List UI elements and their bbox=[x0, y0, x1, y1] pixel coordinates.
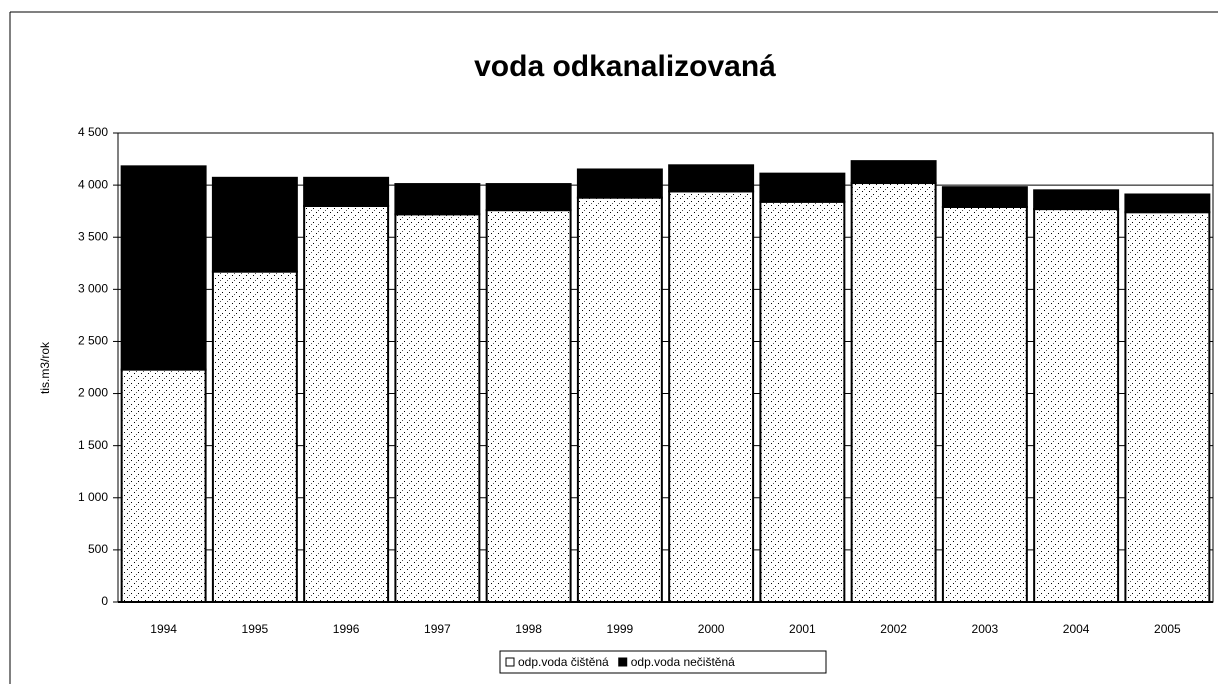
x-tick-label: 2005 bbox=[1154, 622, 1181, 636]
bar-segment bbox=[303, 176, 390, 207]
y-tick-label: 4 500 bbox=[78, 125, 108, 139]
y-axis-label: tis.m3/rok bbox=[38, 341, 52, 394]
x-tick-label: 1998 bbox=[515, 622, 542, 636]
bar-texture bbox=[1126, 213, 1209, 601]
bar-segment bbox=[576, 168, 663, 199]
bar-texture bbox=[305, 206, 388, 601]
y-tick-label: 1 000 bbox=[78, 490, 108, 504]
bar-segment bbox=[1124, 193, 1211, 214]
bar-texture bbox=[396, 215, 479, 601]
bar-texture bbox=[578, 198, 661, 601]
x-tick-label: 2004 bbox=[1063, 622, 1090, 636]
bar-segment bbox=[850, 160, 937, 185]
y-tick-label: 1 500 bbox=[78, 438, 108, 452]
legend-box bbox=[499, 650, 827, 674]
bar-texture bbox=[852, 184, 935, 601]
legend-label: odp.voda čištěná bbox=[518, 655, 609, 669]
legend-swatch bbox=[505, 657, 515, 667]
plot-area bbox=[117, 132, 1214, 603]
y-tick-label: 0 bbox=[101, 594, 108, 608]
bar-segment bbox=[394, 183, 481, 216]
bar-segment bbox=[485, 183, 572, 212]
bar-texture bbox=[943, 207, 1026, 601]
y-tick-label: 2 500 bbox=[78, 334, 108, 348]
x-tick-label: 1997 bbox=[424, 622, 451, 636]
bar-segment bbox=[211, 176, 298, 273]
bar-segment bbox=[668, 164, 755, 193]
bar-texture bbox=[1035, 210, 1118, 602]
bar-segment bbox=[759, 172, 846, 203]
bar-segment bbox=[120, 165, 207, 371]
legend-label: odp.voda nečištěná bbox=[631, 655, 735, 669]
y-tick-label: 3 000 bbox=[78, 282, 108, 296]
x-tick-label: 2001 bbox=[789, 622, 816, 636]
bar-texture bbox=[487, 211, 570, 601]
y-tick-label: 3 500 bbox=[78, 229, 108, 243]
x-tick-label: 2003 bbox=[972, 622, 999, 636]
bar-texture bbox=[670, 192, 753, 601]
x-tick-label: 1995 bbox=[242, 622, 269, 636]
y-tick-label: 4 000 bbox=[78, 177, 108, 191]
x-tick-label: 1999 bbox=[607, 622, 634, 636]
bar-segment bbox=[1033, 189, 1120, 211]
y-tick-label: 2 000 bbox=[78, 386, 108, 400]
legend-swatch bbox=[618, 657, 628, 667]
x-tick-label: 1994 bbox=[150, 622, 177, 636]
x-tick-label: 2002 bbox=[880, 622, 907, 636]
bar-texture bbox=[761, 202, 844, 601]
x-tick-label: 1996 bbox=[333, 622, 360, 636]
chart-title: voda odkanalizovaná bbox=[474, 50, 776, 83]
bar-texture bbox=[213, 272, 296, 601]
bar-segment bbox=[941, 186, 1028, 208]
y-tick-label: 500 bbox=[88, 542, 108, 556]
x-tick-label: 2000 bbox=[698, 622, 725, 636]
bar-texture bbox=[122, 370, 205, 601]
